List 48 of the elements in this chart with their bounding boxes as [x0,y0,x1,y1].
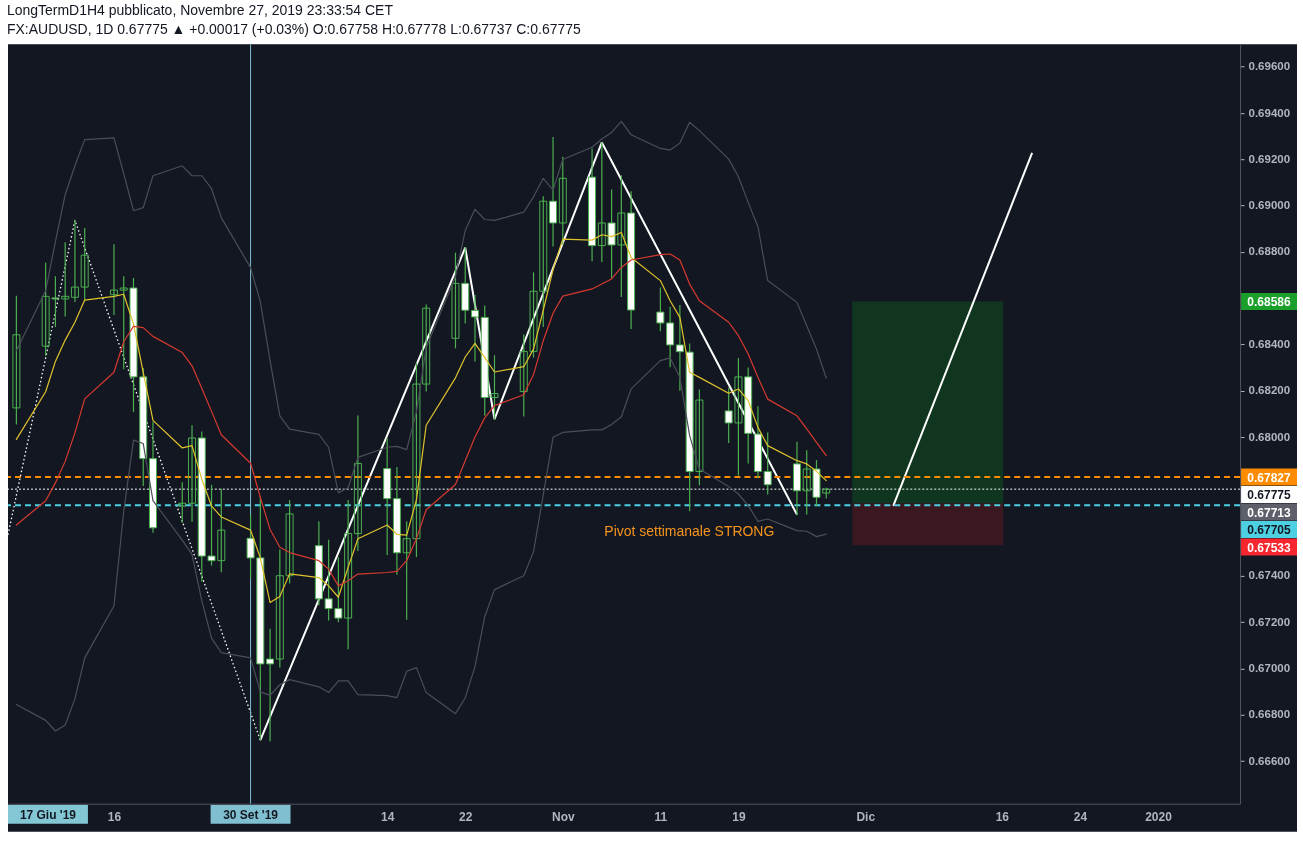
y-tick-label: 0.67000 [1248,662,1291,675]
y-tick-label: 0.68800 [1248,245,1291,258]
y-tick-label: 0.69000 [1248,199,1291,212]
x-tick-label: 24 [1073,810,1088,825]
line-series [15,120,827,494]
x-tick-label: 19 [732,810,746,825]
text: 0.67713 [1247,505,1292,520]
y-tick-label: 0.69600 [1248,60,1291,73]
candlestick [80,227,89,302]
text: 0.67533 [1247,540,1292,555]
text: 0.68586 [1247,294,1292,309]
candlestick [470,295,479,362]
y-tick-label: 0.68400 [1248,337,1291,350]
candlestick [675,305,684,391]
candlestick [422,304,431,392]
x-tick-label: 11 [654,810,668,825]
y-tick-label: 0.68000 [1248,430,1291,443]
text: 17 Giu '19 [19,807,77,822]
x-tick-label: 14 [380,810,395,825]
candlestick [70,219,79,303]
line-series [15,357,827,732]
ref-line-label: 0.67705 [1247,523,1292,538]
annotation: Pivot settimanale STRONG [604,523,775,540]
chart-subtitle: FX:AUDUSD, 1D 0.67775 ▲ +0.00017 (+0.03%) O:0.67758 H:0.67778 L:0.67737 C:0.67775 [6,20,581,37]
candlestick [178,482,187,523]
y-tick-label: 0.69200 [1248,152,1291,165]
y-tick-label: 0.66600 [1248,754,1291,767]
x-tick-label: 16 [995,810,1010,825]
y-tick-label: 0.67200 [1248,615,1291,628]
candlestick [558,156,567,245]
candlestick [549,136,558,247]
candlestick [188,425,197,522]
x-tick-label: 16 [107,810,122,825]
y-tick-label: 0.67400 [1248,569,1291,582]
x-tick-label: 2020 [1145,810,1173,825]
candlestick [353,415,362,552]
x-tick-label: Dic [856,810,876,825]
candlestick [12,295,21,425]
y-tick-label: 0.68200 [1248,384,1291,397]
ref-line-label: 0.67775 [1247,488,1292,503]
chart-title: LongTermD1H4 pubblicato, Novembre 27, 2019 23:33:54 CET [6,1,394,18]
ref-line-label: 0.67827 [1247,470,1292,485]
ref-line-label: 30 Set '19 [223,807,279,822]
y-tick-label: 0.66800 [1248,708,1291,721]
x-tick-label: 22 [459,810,473,825]
x-tick-label: Nov [551,810,575,825]
candlestick [109,244,118,315]
y-tick-label: 0.69400 [1248,106,1291,119]
